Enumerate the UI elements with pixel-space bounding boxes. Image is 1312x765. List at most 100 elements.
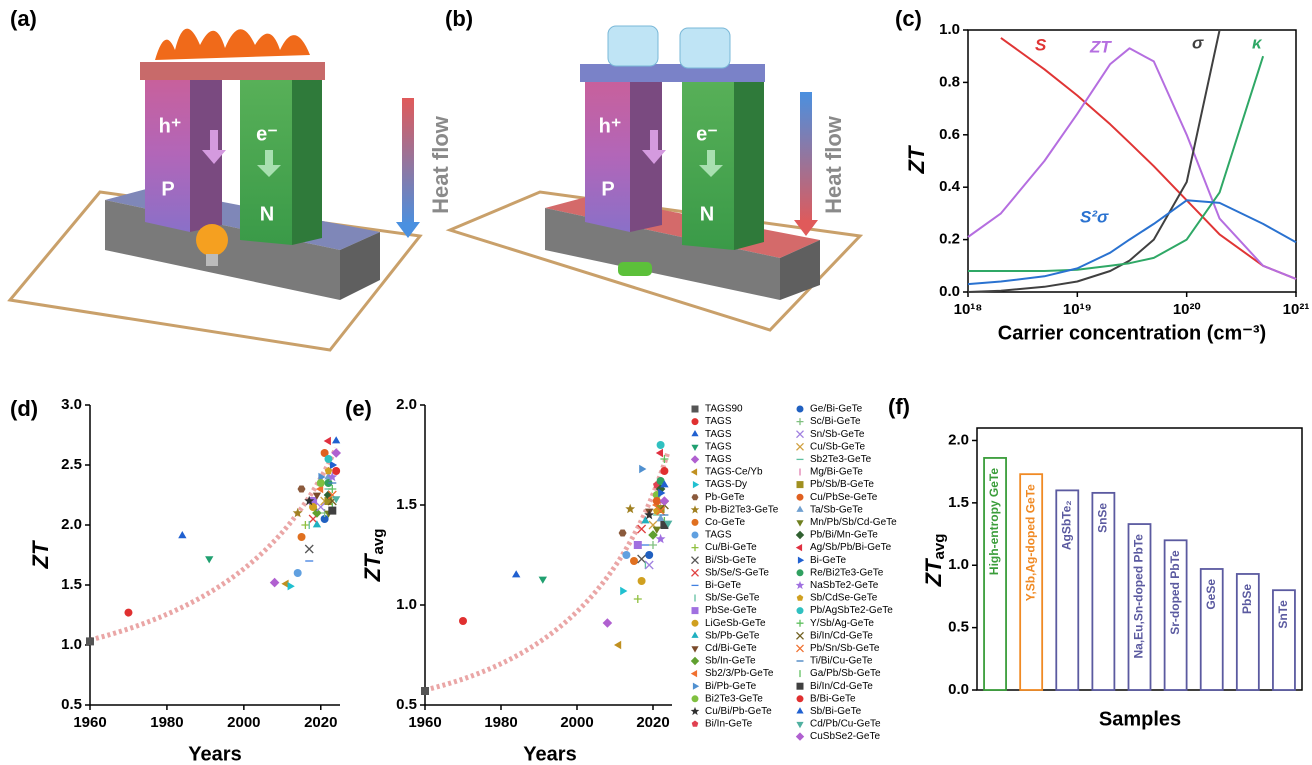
series-label: S bbox=[1035, 35, 1047, 54]
y-tick-label: 2.0 bbox=[61, 516, 82, 533]
series-label: κ bbox=[1252, 33, 1263, 52]
scatter-point bbox=[331, 448, 341, 458]
legend-marker bbox=[691, 720, 699, 727]
bar-label: GeSe bbox=[1204, 579, 1218, 610]
legend-label: Mg/Bi-GeTe bbox=[810, 467, 863, 478]
scatter-point bbox=[329, 460, 338, 470]
legend-marker bbox=[795, 544, 803, 552]
legend-marker bbox=[796, 607, 804, 615]
series-line bbox=[967, 199, 1297, 286]
legend-label: Bi/Pb-GeTe bbox=[705, 681, 757, 692]
scatter-point bbox=[512, 570, 521, 578]
legend-label: Bi2Te3-GeTe bbox=[705, 693, 763, 704]
trend-curve bbox=[89, 446, 339, 643]
scatter-point bbox=[618, 529, 627, 537]
x-axis-label: Carrier concentration (cm⁻³) bbox=[998, 322, 1266, 344]
panel-label: (d) bbox=[10, 396, 38, 421]
legend-label: Cu/Bi-GeTe bbox=[705, 542, 757, 553]
legend-label: Pb-Bi2Te3-GeTe bbox=[705, 504, 779, 515]
legend-label: Co-GeTe bbox=[705, 517, 745, 528]
scatter-point bbox=[660, 467, 669, 475]
y-tick-label: 1.5 bbox=[948, 494, 969, 511]
legend-marker bbox=[691, 430, 699, 437]
scatter-point bbox=[637, 524, 647, 534]
scatter-point bbox=[332, 467, 341, 475]
legend-label: Bi/In/Cd-GeTe bbox=[810, 630, 873, 641]
scatter-point bbox=[660, 455, 669, 463]
legend-label: Re/Bi2Te3-GeTe bbox=[810, 567, 884, 578]
plot-frame bbox=[967, 29, 1297, 293]
legend-marker bbox=[691, 405, 699, 413]
legend-label: Ta/Sb-GeTe bbox=[810, 504, 863, 515]
bar-label: SnSe bbox=[1096, 503, 1110, 533]
x-tick-label: 2020 bbox=[304, 714, 337, 731]
y-tick-label: 2.5 bbox=[61, 456, 82, 473]
legend-marker bbox=[691, 646, 699, 653]
legend-marker bbox=[691, 619, 699, 627]
legend-label: TAGS bbox=[705, 454, 732, 465]
y-tick-label: 0.8 bbox=[939, 73, 960, 90]
legend-label: NaSbTe2-GeTe bbox=[810, 580, 879, 591]
legend-marker bbox=[691, 494, 699, 501]
scatter-point bbox=[269, 577, 280, 588]
legend-marker bbox=[796, 569, 804, 577]
legend-label: TAGS bbox=[705, 441, 732, 452]
scatter-point bbox=[328, 506, 337, 515]
legend-marker bbox=[692, 481, 700, 489]
legend-marker bbox=[796, 695, 804, 703]
scatter-point bbox=[652, 497, 661, 505]
carrier-label: h⁺ bbox=[599, 115, 622, 137]
scatter-point bbox=[293, 569, 302, 577]
legend-marker bbox=[691, 568, 699, 577]
scatter-point bbox=[297, 533, 306, 541]
legend-marker bbox=[691, 556, 699, 565]
bar-label: SnTe bbox=[1276, 600, 1290, 629]
legend-marker bbox=[796, 682, 804, 690]
scatter-point bbox=[652, 526, 661, 534]
y-axis-label-main: ZT bbox=[921, 558, 946, 587]
y-tick-label: 2.0 bbox=[396, 396, 417, 413]
leg-label: P bbox=[161, 178, 174, 200]
x-tick-label: 10¹⁹ bbox=[1063, 301, 1092, 318]
legend-marker bbox=[691, 631, 699, 638]
scatter-point bbox=[656, 514, 665, 522]
series-label: ZT bbox=[1089, 37, 1112, 56]
scatter-point bbox=[323, 490, 334, 500]
legend-label: Cu/Sb-GeTe bbox=[810, 441, 865, 452]
scatter-point bbox=[622, 551, 631, 559]
y-tick-label: 0.2 bbox=[939, 231, 960, 248]
scatter-point bbox=[656, 477, 665, 485]
scatter-point bbox=[633, 595, 642, 603]
scatter-point bbox=[316, 479, 325, 487]
legend-label: Ga/Pb/Sb-GeTe bbox=[810, 668, 881, 679]
scatter-point bbox=[459, 617, 467, 625]
y-tick-label: 1.0 bbox=[939, 21, 960, 38]
y-tick-label: 0.6 bbox=[939, 126, 960, 143]
scatter-point bbox=[324, 455, 333, 463]
y-axis-label: ZT bbox=[28, 540, 53, 569]
x-tick-label: 10²¹ bbox=[1283, 301, 1310, 318]
legend-marker bbox=[796, 644, 804, 653]
legend-marker bbox=[796, 493, 804, 501]
legend-marker bbox=[691, 531, 699, 539]
y-tick-label: 0.0 bbox=[939, 283, 960, 300]
y-tick-label: 0.5 bbox=[396, 696, 417, 713]
legend-marker bbox=[796, 442, 804, 451]
bar bbox=[983, 457, 1007, 691]
series-line bbox=[1000, 37, 1297, 280]
legend-label: Bi/In-GeTe bbox=[705, 719, 753, 730]
legend-label: Pb/Sb/B-GeTe bbox=[810, 479, 874, 490]
carrier-label: e⁻ bbox=[256, 123, 278, 145]
legend-marker bbox=[690, 468, 698, 476]
leg-label: N bbox=[260, 203, 274, 225]
legend-marker bbox=[691, 544, 699, 552]
y-tick-label: 1.5 bbox=[396, 496, 417, 513]
legend-marker bbox=[796, 619, 804, 627]
scatter-point bbox=[639, 464, 647, 474]
scatter-point bbox=[421, 687, 429, 695]
series-line bbox=[967, 29, 1221, 293]
bar-label: High-entropy GeTe bbox=[987, 468, 1001, 575]
bar bbox=[1019, 473, 1044, 691]
